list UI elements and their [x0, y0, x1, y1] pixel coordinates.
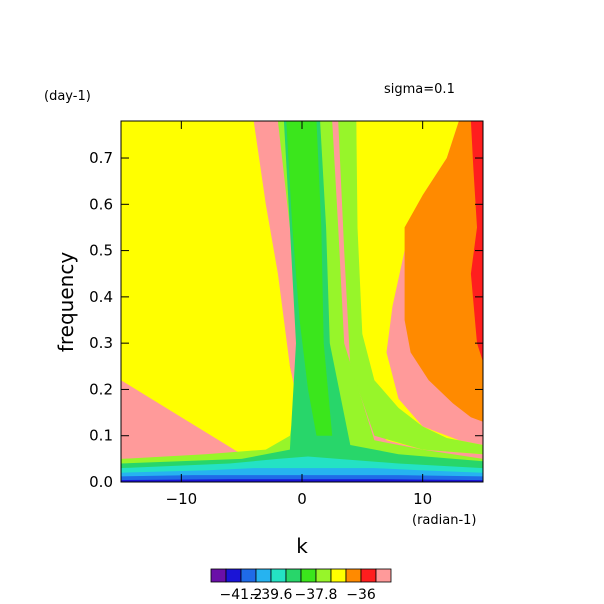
x-axis: −10 0 10 [166, 121, 432, 508]
colorbar-swatch [330, 568, 347, 583]
colorbar-swatch [375, 568, 392, 583]
colorbar: −41.2−39.6 −37.8 −36 [210, 568, 392, 603]
y-tick-label: 0.1 [89, 427, 113, 445]
plot-area: −10 0 10 0.0 0.1 0.2 0.3 0.4 0.5 0.6 0.7 [89, 120, 484, 508]
colorbar-swatch [270, 568, 287, 583]
y-tick-label: 0.2 [89, 380, 113, 398]
y-axis-title: frequency [54, 252, 78, 352]
colorbar-swatch [345, 568, 362, 583]
colorbar-swatch [255, 568, 272, 583]
contour-region-13 [470, 121, 483, 362]
contour-region-3 [121, 121, 308, 464]
colorbar-swatch [240, 568, 257, 583]
colorbar-swatch [300, 568, 317, 583]
contour-region-11 [356, 121, 483, 455]
colorbar-swatch [285, 568, 302, 583]
y-axis: 0.0 0.1 0.2 0.3 0.4 0.5 0.6 0.7 [89, 149, 483, 491]
x-tick-label: 10 [413, 490, 432, 508]
contour-region-12 [404, 121, 483, 422]
colorbar-label: −36 [346, 587, 376, 603]
y-tick-label: 0.4 [89, 288, 113, 306]
x-axis-title: k [296, 534, 308, 558]
colorbar-swatch [225, 568, 242, 583]
colorbar-swatch [360, 568, 377, 583]
y-tick-label: 0.6 [89, 195, 113, 213]
x-tick-label: −10 [166, 490, 198, 508]
y-unit-label: (day-1) [44, 89, 91, 104]
colorbar-swatch [315, 568, 332, 583]
y-tick-label: 0.7 [89, 149, 113, 167]
colorbar-label: −39.6 [250, 587, 293, 603]
contour-region-14 [338, 121, 483, 455]
y-tick-label: 0.5 [89, 242, 113, 260]
y-tick-label: 0.3 [89, 334, 113, 352]
colorbar-label: −41.2 [220, 587, 263, 603]
colorbar-label: −37.8 [295, 587, 338, 603]
y-tick-label: 0.0 [89, 473, 113, 491]
contour-region-6 [286, 121, 333, 436]
x-tick-label: 0 [297, 490, 307, 508]
x-unit-label: (radian-1) [412, 513, 477, 528]
colorbar-swatch [210, 568, 227, 583]
sigma-label: sigma=0.1 [384, 82, 455, 97]
